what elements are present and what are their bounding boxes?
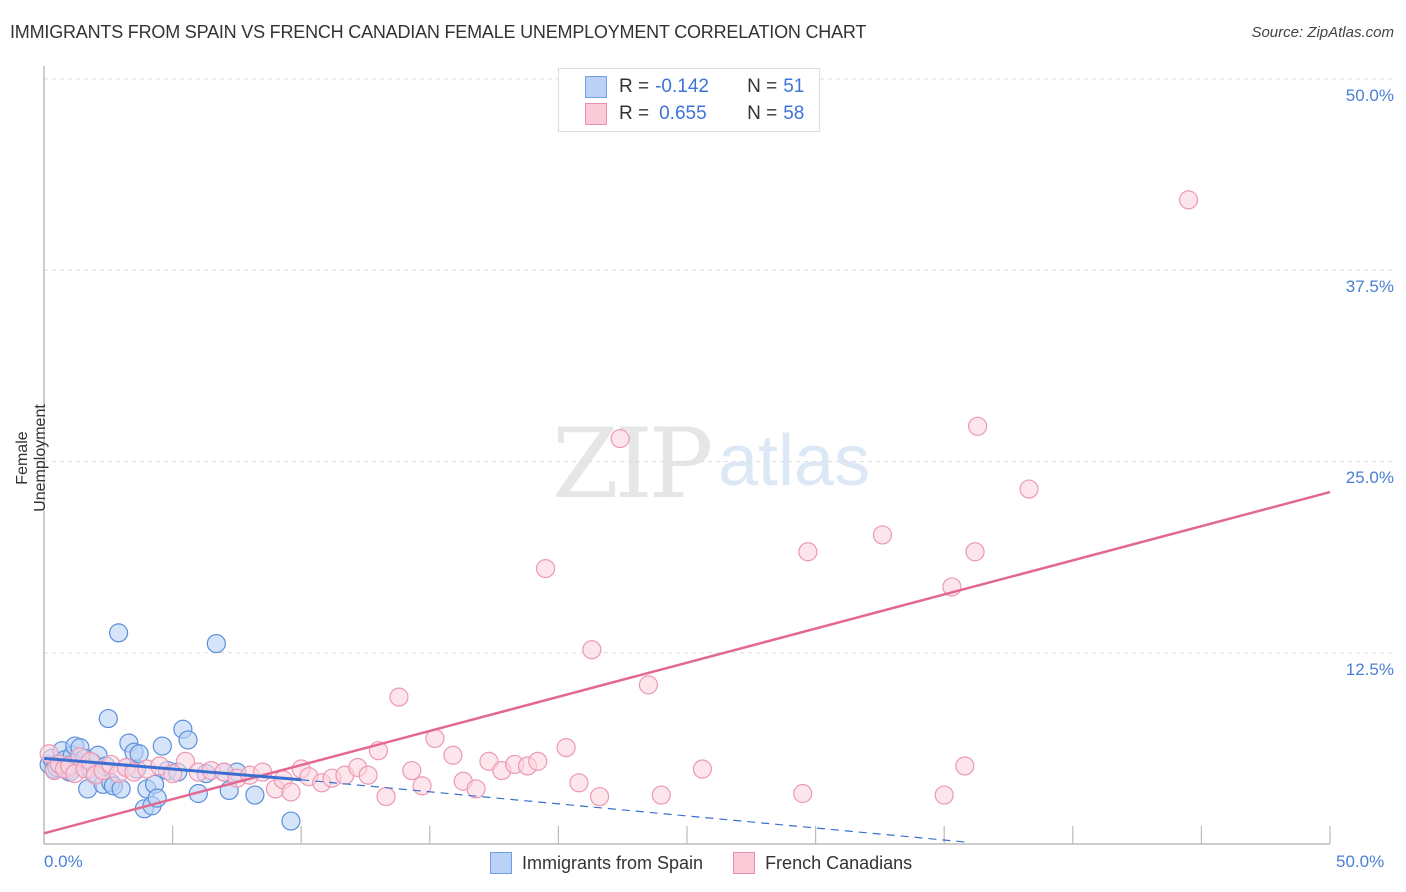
data-point	[1019, 479, 1039, 499]
y-tick-12-5: 12.5%	[1345, 660, 1394, 679]
legend-n-label: N =	[747, 103, 778, 124]
data-point	[528, 751, 548, 771]
y-axis-label: Female Unemployment	[14, 404, 49, 512]
data-point	[798, 542, 818, 562]
data-point	[569, 773, 589, 793]
data-point	[1178, 190, 1199, 210]
legend-n-value: 51	[783, 76, 805, 97]
legend-r-label: R =	[619, 76, 650, 97]
series-legend: Immigrants from Spain French Canadians	[490, 852, 942, 874]
data-point	[955, 756, 975, 776]
legend-item-french-canadians[interactable]: French Canadians	[733, 852, 912, 874]
data-point	[466, 779, 486, 799]
data-point	[389, 687, 409, 707]
data-point	[651, 785, 671, 805]
data-point	[178, 730, 198, 750]
data-point	[152, 736, 172, 756]
data-point	[793, 783, 813, 804]
data-point	[108, 623, 129, 643]
watermark-zip: ZIP	[552, 408, 713, 520]
data-point	[376, 786, 396, 807]
y-tick-50: 50.0%	[1345, 86, 1394, 105]
x-tick-0: 0.0%	[44, 852, 83, 871]
x-tick-50: 50.0%	[1336, 852, 1385, 871]
legend-item-spain[interactable]: Immigrants from Spain	[490, 852, 703, 874]
legend-swatch-pink	[585, 103, 607, 125]
legend-r-label: R =	[619, 103, 650, 124]
data-point	[934, 785, 954, 805]
legend-swatch-blue	[490, 852, 512, 874]
data-point	[129, 744, 149, 764]
data-point	[535, 558, 556, 579]
data-point	[281, 811, 301, 831]
chart-title: IMMIGRANTS FROM SPAIN VS FRENCH CANADIAN…	[10, 22, 867, 42]
legend-swatch-pink	[733, 852, 756, 874]
legend-r-value: -0.142	[655, 76, 709, 97]
data-point	[968, 416, 988, 436]
legend-swatch-blue	[585, 76, 607, 98]
gridlines	[44, 78, 1392, 654]
legend-n-value: 58	[783, 103, 805, 124]
legend-label-french-canadians: French Canadians	[765, 852, 913, 873]
legend-n-label: N =	[747, 76, 778, 97]
series-french-canadians	[39, 190, 1199, 807]
data-point	[610, 428, 630, 449]
trend-lines	[43, 490, 1331, 844]
y-tick-25: 25.0%	[1345, 468, 1394, 487]
data-point	[582, 640, 602, 660]
data-point	[206, 633, 226, 654]
data-point	[965, 542, 985, 562]
data-point	[245, 785, 265, 805]
axes	[43, 66, 1331, 845]
data-point	[402, 760, 422, 781]
legend-label-spain: Immigrants from Spain	[522, 852, 704, 873]
data-point	[443, 745, 463, 765]
data-point	[589, 786, 610, 807]
data-point	[98, 708, 118, 729]
data-point	[872, 525, 893, 545]
data-point	[358, 765, 378, 785]
data-point	[692, 759, 713, 779]
source-label: Source: ZipAtlas.com	[1251, 24, 1394, 41]
data-point	[638, 675, 659, 695]
data-point	[281, 782, 301, 802]
legend-row-french-canadians: R = 0.655 N = 58	[585, 102, 804, 126]
y-tick-37-5: 37.5%	[1345, 277, 1394, 296]
correlation-legend: R = -0.142 N = 51 R = 0.655 N = 58	[558, 68, 820, 132]
data-point	[556, 738, 576, 758]
legend-r-value: 0.655	[659, 103, 707, 124]
legend-row-spain: R = -0.142 N = 51	[585, 75, 804, 99]
